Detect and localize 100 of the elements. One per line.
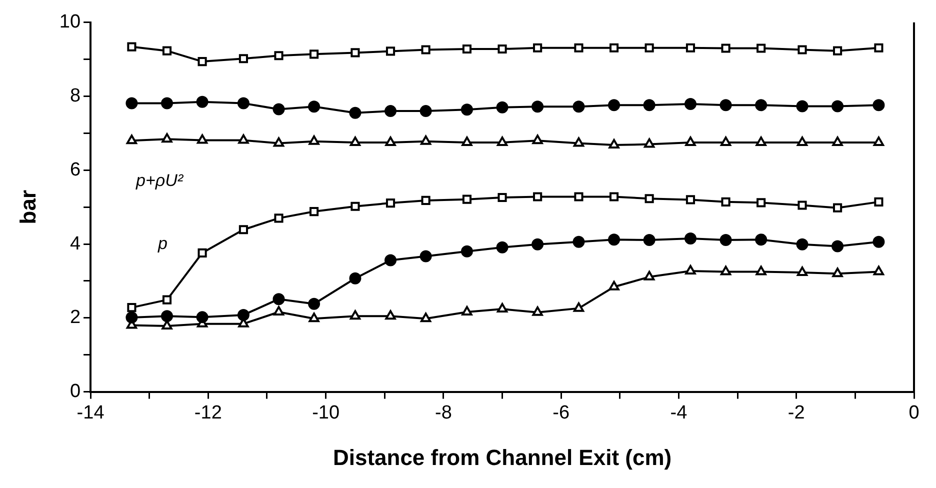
x-tick-label: -6: [552, 402, 570, 424]
x-tick-label: -14: [76, 402, 105, 424]
y-tick-label: 0: [70, 381, 81, 402]
point: [721, 44, 730, 53]
point: [498, 44, 507, 54]
point: [161, 97, 173, 110]
point: [384, 105, 397, 118]
point: [608, 234, 620, 246]
point: [574, 192, 584, 202]
point: [420, 312, 432, 322]
point: [496, 101, 508, 114]
x-tick-label: 0: [908, 402, 920, 424]
point: [684, 98, 696, 110]
point: [572, 100, 585, 113]
y-tick-label: 2: [70, 307, 81, 328]
point: [126, 134, 138, 144]
point: [126, 312, 138, 324]
point: [350, 202, 360, 211]
point: [720, 234, 732, 246]
point: [273, 137, 284, 147]
point: [350, 136, 361, 146]
point: [196, 96, 208, 108]
point: [420, 105, 432, 118]
point: [755, 99, 768, 112]
point: [684, 232, 696, 244]
y-tick-label: 10: [59, 12, 81, 33]
point: [272, 293, 285, 306]
point: [385, 136, 396, 146]
point: [421, 196, 430, 205]
point: [238, 54, 248, 64]
point: [608, 99, 620, 112]
point: [198, 248, 207, 258]
point: [644, 138, 655, 148]
x-tick-label: -10: [312, 402, 340, 424]
point: [796, 136, 808, 146]
point: [421, 45, 430, 54]
point: [572, 236, 585, 248]
point: [462, 306, 472, 316]
y-tick-label: 6: [70, 159, 81, 180]
point: [756, 44, 766, 53]
point: [798, 45, 807, 54]
point: [238, 134, 249, 144]
point: [796, 100, 808, 112]
point: [274, 51, 284, 60]
y-axis-title: bar: [15, 190, 40, 224]
point: [386, 198, 396, 208]
point: [609, 43, 619, 52]
x-tick-label: -8: [434, 402, 452, 424]
point: [796, 266, 808, 276]
point: [532, 100, 544, 113]
point: [832, 268, 843, 278]
point: [874, 197, 884, 206]
x-axis-title: Distance from Channel Exit (cm): [332, 444, 672, 470]
point: [496, 136, 508, 146]
point: [643, 234, 656, 246]
point: [872, 236, 885, 248]
point: [533, 43, 542, 52]
x-tick-label: -12: [194, 402, 222, 424]
point: [873, 266, 884, 276]
point: [462, 44, 472, 54]
point: [644, 194, 654, 204]
point: [308, 100, 320, 113]
annotation: p: [158, 234, 168, 254]
point: [833, 46, 842, 56]
point: [162, 133, 172, 143]
point: [496, 303, 508, 313]
point: [350, 48, 360, 58]
point: [573, 137, 584, 147]
point: [308, 298, 320, 310]
point: [310, 207, 319, 216]
point: [720, 99, 732, 112]
point: [609, 192, 619, 202]
point: [349, 106, 362, 119]
point: [308, 312, 320, 322]
point: [832, 136, 843, 146]
point: [796, 238, 808, 250]
point: [833, 203, 842, 212]
point: [756, 198, 766, 208]
point: [272, 103, 285, 116]
point: [196, 311, 208, 324]
point: [308, 135, 320, 145]
point: [126, 97, 138, 110]
point: [720, 266, 732, 276]
point: [573, 302, 584, 312]
point: [198, 57, 207, 66]
point: [721, 197, 730, 206]
point: [384, 254, 397, 266]
point: [420, 250, 432, 262]
point: [644, 270, 655, 280]
point: [756, 136, 766, 146]
point: [162, 320, 172, 330]
point: [685, 265, 696, 275]
point: [237, 97, 250, 110]
point: [273, 306, 284, 316]
point: [420, 135, 432, 145]
point: [127, 303, 136, 312]
point: [832, 100, 844, 112]
point: [756, 266, 766, 276]
point: [496, 241, 508, 254]
point: [127, 42, 136, 52]
